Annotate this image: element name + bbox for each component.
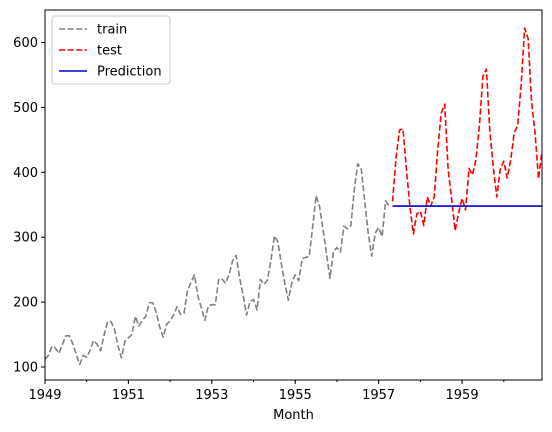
- x-tick-label: 1957: [362, 388, 395, 403]
- series-line-train: [44, 163, 390, 366]
- legend-label: test: [97, 44, 122, 59]
- y-tick-label: 200: [13, 296, 38, 311]
- legend-box: [51, 15, 171, 85]
- legend: train test Prediction: [51, 15, 171, 85]
- x-tick-label: 1951: [112, 388, 145, 403]
- legend-label: train: [97, 23, 127, 38]
- y-tick-label: 400: [13, 166, 38, 181]
- x-tick-label: 1953: [195, 388, 228, 403]
- series-line-test: [391, 27, 543, 235]
- plot-frame: [44, 9, 543, 381]
- y-tick-label: 100: [13, 361, 38, 376]
- y-tick-label: 500: [13, 101, 38, 116]
- ticks-layer: 100 200 300 400 500 600 1949 1951 1953 1955 1957 19…: [13, 36, 505, 403]
- legend-label: Prediction: [97, 65, 162, 80]
- x-tick-label: 1955: [279, 388, 312, 403]
- x-tick-label: 1959: [446, 388, 479, 403]
- x-tick-label: 1949: [28, 388, 61, 403]
- series-layer: [44, 27, 543, 366]
- y-tick-label: 300: [13, 231, 38, 246]
- x-axis-label: Month: [273, 408, 314, 423]
- y-tick-label: 600: [13, 36, 38, 51]
